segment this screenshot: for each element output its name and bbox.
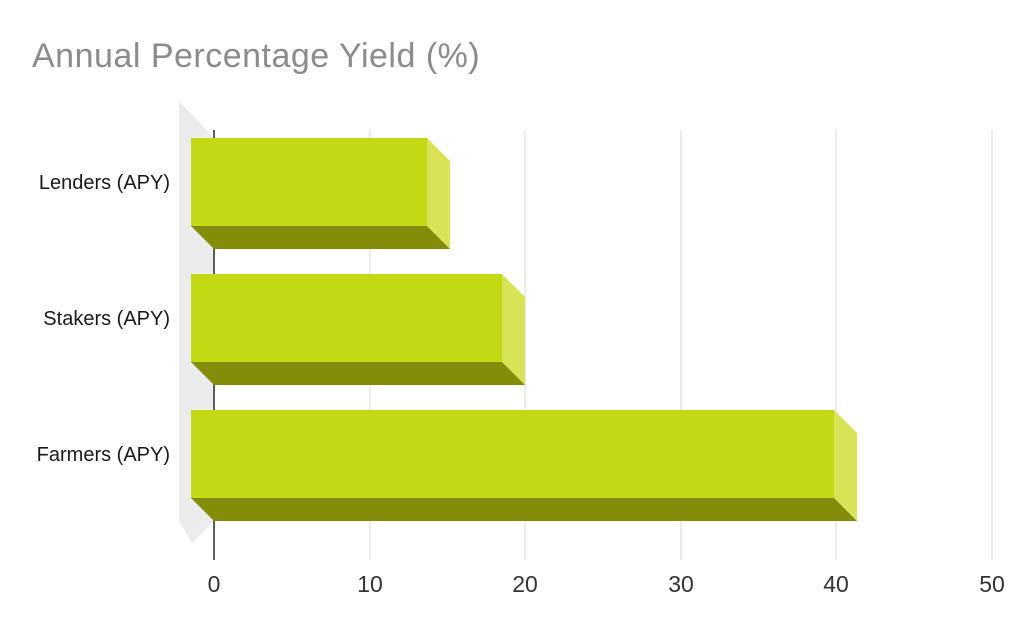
svg-text:20: 20 xyxy=(512,571,538,597)
svg-text:0: 0 xyxy=(208,571,221,597)
svg-text:40: 40 xyxy=(823,571,849,597)
svg-text:Stakers (APY): Stakers (APY) xyxy=(43,308,170,330)
svg-text:Lenders (APY): Lenders (APY) xyxy=(39,172,170,194)
svg-text:Farmers (APY): Farmers (APY) xyxy=(37,444,170,466)
svg-text:10: 10 xyxy=(357,571,383,597)
svg-text:30: 30 xyxy=(668,571,694,597)
svg-text:50: 50 xyxy=(979,571,1005,597)
